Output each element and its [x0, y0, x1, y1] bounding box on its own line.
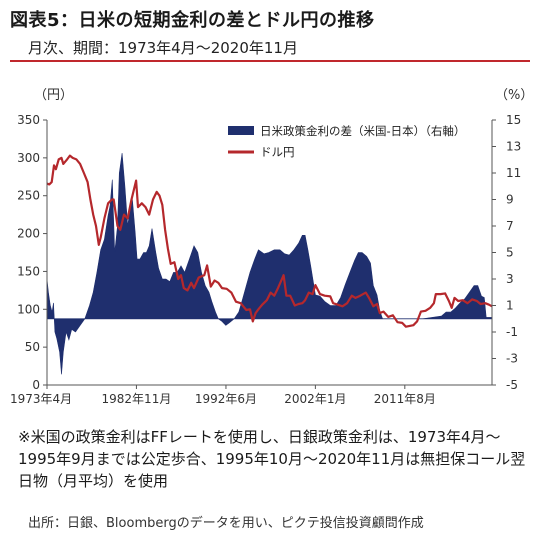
footnote: ※米国の政策金利はFFレートを使用し、日銀政策金利は、1973年4月～1995年… [18, 428, 526, 490]
left-tick-label: 300 [17, 151, 40, 165]
legend-label-usdjpy: ドル円 [260, 145, 295, 159]
x-tick-label: 1982年11月 [102, 392, 172, 406]
x-tick-label: 2011年8月 [374, 392, 436, 406]
left-tick-label: 150 [17, 264, 40, 278]
legend: 日米政策金利の差（米国-日本）（右軸） ドル円 [228, 124, 465, 159]
left-axis-unit: （円） [34, 88, 74, 103]
right-tick-label: -3 [506, 352, 518, 366]
chart-plot: 050100150200250300350-5-3-11357911131519… [10, 113, 521, 406]
spread-area-series [46, 153, 493, 375]
x-tick-label: 1992年6月 [195, 392, 257, 406]
chart-subtitle: 月次、期間：1973年4月～2020年11月 [28, 39, 298, 57]
left-tick-label: 200 [17, 227, 40, 241]
left-tick-label: 100 [17, 302, 40, 316]
right-tick-label: 15 [506, 113, 521, 127]
left-tick-label: 50 [25, 340, 40, 354]
usdjpy-line-series [46, 154, 493, 328]
chart-title: 図表5：日米の短期金利の差とドル円の推移 [10, 10, 375, 31]
legend-label-spread: 日米政策金利の差（米国-日本）（右軸） [260, 124, 465, 138]
right-tick-label: 3 [506, 272, 514, 286]
right-tick-label: 13 [506, 140, 521, 154]
left-tick-label: 250 [17, 189, 40, 203]
source-note: 出所：日銀、Bloombergのデータを用い、ピクテ投信投資顧問作成 [28, 516, 424, 531]
x-tick-label: 2002年1月 [284, 392, 346, 406]
axes: 050100150200250300350-5-3-11357911131519… [10, 113, 521, 406]
usdjpy-line [46, 154, 493, 328]
left-tick-label: 350 [17, 113, 40, 127]
right-axis-unit: （%） [495, 88, 534, 103]
right-tick-label: -5 [506, 378, 518, 392]
right-tick-label: 11 [506, 166, 521, 180]
right-tick-label: -1 [506, 325, 518, 339]
title-divider [10, 60, 530, 62]
spread-area [46, 153, 493, 375]
right-tick-label: 5 [506, 246, 514, 260]
x-tick-label: 1973年4月 [10, 392, 72, 406]
right-tick-label: 1 [506, 299, 514, 313]
right-tick-label: 7 [506, 219, 514, 233]
right-tick-label: 9 [506, 193, 514, 207]
left-tick-label: 0 [32, 378, 40, 392]
legend-swatch-spread [228, 126, 254, 135]
